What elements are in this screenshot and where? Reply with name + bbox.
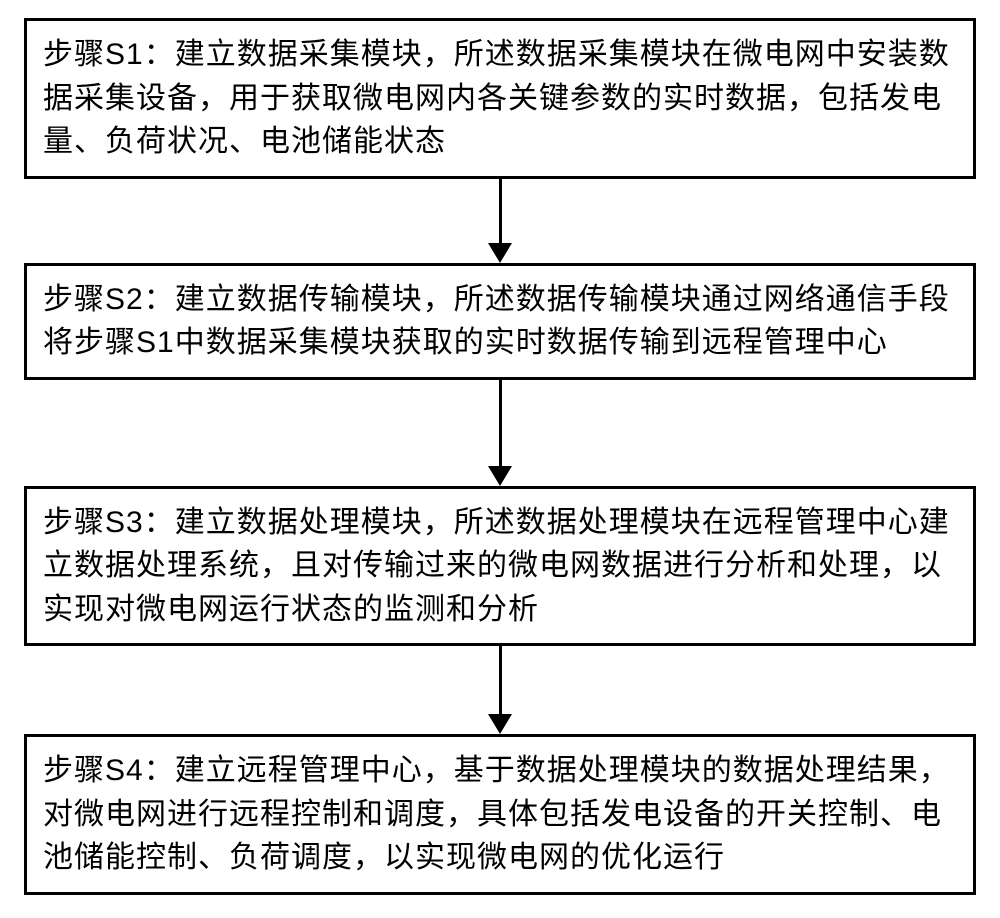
step-text-s3: 步骤S3：建立数据处理模块，所述数据处理模块在远程管理中心建立数据处理系统，且对…	[43, 501, 957, 632]
arrow-head-icon	[488, 243, 512, 263]
flowchart-container: 步骤S1：建立数据采集模块，所述数据采集模块在微电网中安装数据采集设备，用于获取…	[0, 0, 1000, 913]
arrow-s1-s2	[488, 179, 512, 263]
step-box-s2: 步骤S2：建立数据传输模块，所述数据传输模块通过网络通信手段将步骤S1中数据采集…	[24, 263, 976, 380]
arrow-s2-s3	[488, 380, 512, 486]
step-text-s1: 步骤S1：建立数据采集模块，所述数据采集模块在微电网中安装数据采集设备，用于获取…	[43, 33, 957, 164]
arrow-head-icon	[488, 714, 512, 734]
step-box-s1: 步骤S1：建立数据采集模块，所述数据采集模块在微电网中安装数据采集设备，用于获取…	[24, 18, 976, 179]
step-box-s3: 步骤S3：建立数据处理模块，所述数据处理模块在远程管理中心建立数据处理系统，且对…	[24, 486, 976, 647]
arrow-line	[499, 646, 502, 716]
step-text-s2: 步骤S2：建立数据传输模块，所述数据传输模块通过网络通信手段将步骤S1中数据采集…	[43, 278, 957, 365]
arrow-s3-s4	[488, 646, 512, 734]
step-box-s4: 步骤S4：建立远程管理中心，基于数据处理模块的数据处理结果，对微电网进行远程控制…	[24, 734, 976, 895]
arrow-head-icon	[488, 466, 512, 486]
arrow-line	[499, 179, 502, 245]
step-text-s4: 步骤S4：建立远程管理中心，基于数据处理模块的数据处理结果，对微电网进行远程控制…	[43, 749, 957, 880]
arrow-line	[499, 380, 502, 468]
